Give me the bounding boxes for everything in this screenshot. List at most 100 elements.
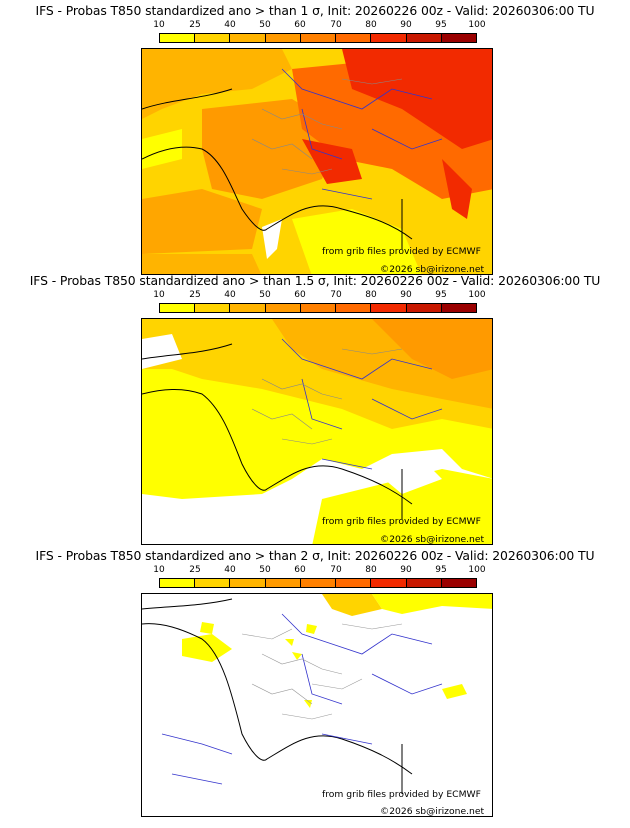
sea-area	[372, 459, 442, 494]
colorbar-segment	[160, 304, 196, 312]
colorbar-tick: 100	[468, 290, 486, 300]
colorbar-segment	[265, 579, 301, 587]
probability-map: from grib files provided by ECMWF ©2026 …	[141, 593, 493, 817]
credit-copyright: ©2026 sb@irizone.net	[380, 534, 485, 545]
colorbar-tick: 70	[330, 290, 342, 300]
panel-title: IFS - Probas T850 standardized ano > tha…	[35, 548, 595, 563]
colorbar-tick: 10	[153, 565, 165, 575]
colorbar-tick: 80	[365, 290, 377, 300]
colorbar-tick-labels: 10 25 40 50 60 70 80 90 95 100	[143, 565, 486, 576]
colorbar-tick: 40	[224, 565, 236, 575]
credit-source: from grib files provided by ECMWF	[322, 246, 481, 257]
map-fill-region	[142, 129, 182, 169]
colorbar-tick: 25	[189, 290, 201, 300]
map-panel-1sigma: IFS - Probas T850 standardized ano > tha…	[0, 0, 630, 276]
colorbar-segment	[336, 304, 372, 312]
colorbar-tick: 90	[400, 565, 412, 575]
rivers	[281, 68, 443, 200]
panel-title: IFS - Probas T850 standardized ano > tha…	[35, 3, 595, 18]
colorbar-tick: 40	[224, 290, 236, 300]
map-fill-region	[372, 319, 492, 379]
colorbar-segment	[406, 34, 442, 42]
probability-map: from grib files provided by ECMWF ©2026 …	[141, 318, 493, 545]
colorbar-tick: 70	[330, 20, 342, 30]
credit-copyright: ©2026 sb@irizone.net	[380, 806, 485, 817]
panel-title: IFS - Probas T850 standardized ano > tha…	[29, 273, 601, 288]
colorbar-tick: 60	[294, 20, 306, 30]
colorbar-tick: 50	[259, 565, 271, 575]
colorbar-tick-labels: 10 25 40 50 60 70 80 90 95 100	[143, 20, 486, 31]
colorbar-segment	[406, 579, 442, 587]
rivers	[161, 613, 443, 785]
map-fill-region	[306, 624, 317, 634]
colorbar-segment	[441, 304, 476, 312]
credit-source: from grib files provided by ECMWF	[322, 516, 481, 527]
borders	[251, 348, 403, 445]
colorbar-segment	[371, 304, 407, 312]
colorbar-segment	[195, 34, 231, 42]
map-fill-region	[142, 49, 292, 119]
map-fill-region	[442, 159, 472, 219]
borders	[241, 623, 403, 720]
credit-source: from grib files provided by ECMWF	[322, 789, 481, 800]
colorbar-tick: 80	[365, 20, 377, 30]
sea-area	[142, 334, 182, 369]
colorbar-segment	[195, 579, 231, 587]
colorbar-segment	[300, 34, 337, 42]
colorbar-segment	[371, 579, 407, 587]
colorbar-segment	[230, 579, 266, 587]
map-panel-2sigma: IFS - Probas T850 standardized ano > tha…	[0, 545, 630, 821]
colorbar-tick: 25	[189, 565, 201, 575]
colorbar-tick: 10	[153, 290, 165, 300]
colorbar-tick: 40	[224, 20, 236, 30]
colorbar-tick: 95	[435, 20, 447, 30]
colorbar-tick: 80	[365, 565, 377, 575]
colorbar-tick: 50	[259, 290, 271, 300]
colorbar-tick: 70	[330, 565, 342, 575]
credit-copyright: ©2026 sb@irizone.net	[380, 264, 485, 275]
colorbar-segment	[300, 304, 337, 312]
colorbar-tick: 100	[468, 565, 486, 575]
colorbar-segment	[230, 304, 266, 312]
map-panel-1.5sigma: IFS - Probas T850 standardized ano > tha…	[0, 270, 630, 546]
colorbar-segment	[230, 34, 266, 42]
colorbar-segment	[336, 579, 372, 587]
map-fill-region	[285, 639, 294, 646]
coastline	[142, 88, 413, 249]
colorbar-segment	[441, 579, 476, 587]
map-fill-base	[142, 594, 492, 816]
colorbar	[159, 303, 477, 313]
map-fill-region	[304, 700, 312, 708]
colorbar-tick: 95	[435, 290, 447, 300]
colorbar-segment	[265, 34, 301, 42]
colorbar-tick: 60	[294, 290, 306, 300]
map-fill-region	[142, 189, 262, 254]
map-fill-region	[182, 634, 232, 662]
colorbar-segment	[265, 304, 301, 312]
colorbar-segment	[441, 34, 476, 42]
coastline	[142, 598, 413, 794]
probability-map: from grib files provided by ECMWF ©2026 …	[141, 48, 493, 275]
colorbar-segment	[195, 304, 231, 312]
colorbar-segment	[300, 579, 337, 587]
coastline	[142, 343, 413, 519]
colorbar-tick: 90	[400, 20, 412, 30]
colorbar-segment	[160, 579, 196, 587]
map-fill-region	[442, 684, 467, 699]
colorbar-tick: 95	[435, 565, 447, 575]
borders	[251, 78, 403, 175]
colorbar-segment	[160, 34, 196, 42]
colorbar-tick: 90	[400, 290, 412, 300]
map-fill-region	[342, 49, 492, 149]
colorbar-tick: 25	[189, 20, 201, 30]
colorbar-tick: 10	[153, 20, 165, 30]
colorbar-tick: 60	[294, 565, 306, 575]
colorbar-segment	[406, 304, 442, 312]
map-fill-region	[200, 622, 214, 634]
colorbar	[159, 33, 477, 43]
colorbar-tick: 100	[468, 20, 486, 30]
map-fill-region	[292, 652, 302, 660]
colorbar-segment	[336, 34, 372, 42]
colorbar-tick: 50	[259, 20, 271, 30]
colorbar	[159, 578, 477, 588]
